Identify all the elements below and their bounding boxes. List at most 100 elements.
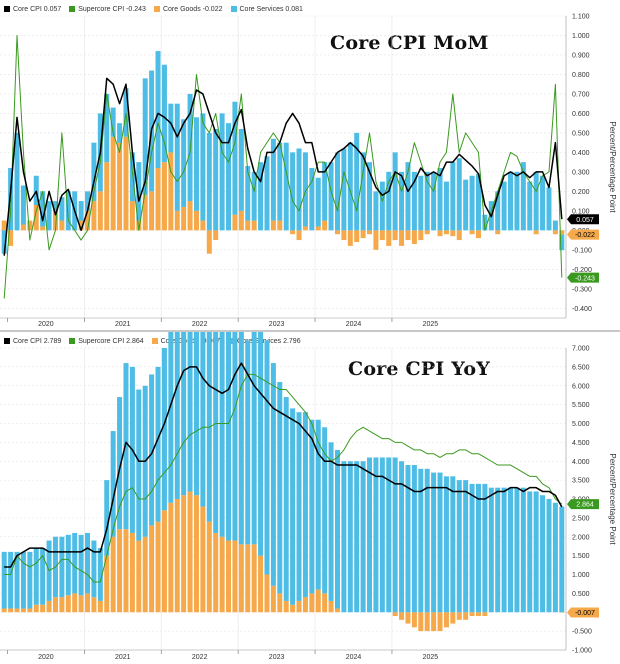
yoy-bar-core-services [450, 476, 456, 613]
yoy-bar-core-services [136, 389, 142, 541]
yoy-bar-core-goods [174, 499, 180, 613]
yoy-bar-core-services [302, 412, 308, 598]
yoy-bar-core-services [411, 465, 417, 613]
mom-bar-core-services [367, 162, 373, 231]
mom-bar-core-services [110, 107, 116, 137]
mom-bar-core-services [238, 129, 244, 211]
mom-bar-core-services [270, 138, 276, 221]
yoy-chart-svg: 7.000 6.500 6.000 5.500 5.000 4.500 4.000 3.500… [0, 332, 617, 661]
mom-bar-core-goods [386, 230, 392, 246]
yoy-bar-core-goods [161, 510, 167, 613]
mom-bar-core-goods [85, 210, 91, 231]
mom-bar-core-goods [277, 220, 283, 231]
yoy-bar-core-services [91, 540, 97, 598]
mom-bar-core-goods [52, 210, 58, 231]
mom-bar-core-goods [142, 195, 148, 231]
mom-bar-core-services [475, 173, 481, 231]
yoy-bar-core-goods [149, 525, 155, 613]
yoy-bar-core-services [110, 431, 116, 537]
end-label-text: -0.007 [575, 610, 595, 617]
yoy-ytick-label: 1.000 [572, 572, 590, 579]
mom-bar-core-services [251, 171, 257, 221]
yoy-bar-core-goods [85, 593, 91, 613]
yoy-bar-core-goods [424, 612, 430, 632]
mom-bar-core-goods [245, 220, 251, 231]
yoy-bar-core-goods [97, 600, 103, 613]
yoy-bar-core-goods [187, 491, 193, 613]
mom-bar-core-goods [232, 214, 238, 231]
yoy-bar-core-goods [14, 608, 20, 613]
mom-bar-core-services [168, 103, 174, 153]
yoy-legend-core-cpi: Core CPI 2.789 [4, 338, 61, 345]
yoy-ytick-label: 0.500 [572, 591, 590, 598]
yoy-bar-core-goods [309, 593, 315, 613]
mom-bar-core-services [315, 177, 321, 227]
yoy-bar-core-services [200, 332, 206, 507]
yoy-bar-core-services [540, 495, 546, 613]
yoy-bar-core-goods [469, 612, 475, 617]
mom-bar-core-goods [33, 204, 39, 231]
mom-year-label: 2020 [38, 321, 54, 328]
mom-bar-core-services [142, 78, 148, 196]
yoy-bar-core-services [72, 532, 78, 594]
yoy-bar-core-services [520, 487, 526, 613]
yoy-bar-core-goods [437, 612, 443, 632]
yoy-bar-core-goods [431, 612, 437, 632]
yoy-bar-core-services [213, 332, 219, 533]
yoy-bar-core-goods [399, 612, 405, 620]
legend-swatch [4, 338, 10, 344]
legend-swatch [228, 338, 235, 344]
yoy-bar-core-goods [117, 529, 123, 613]
yoy-bar-core-services [149, 374, 155, 526]
mom-ytick-label: -0.300 [572, 286, 592, 293]
yoy-bar-core-services [174, 332, 180, 499]
mom-ytick-label: -0.100 [572, 247, 592, 254]
mom-bar-core-goods [424, 230, 430, 235]
legend-swatch [230, 6, 237, 12]
legend-label: Core CPI 2.789 [13, 337, 62, 345]
mom-bar-core-services [33, 175, 39, 205]
yoy-bar-core-goods [193, 495, 199, 613]
yoy-bar-core-services [219, 332, 225, 537]
mom-bar-core-goods [360, 230, 366, 239]
mom-legend-core-services: Core Services 0.081 [230, 6, 303, 13]
mom-bar-core-services [379, 181, 385, 231]
mom-bar-core-services [264, 156, 270, 231]
mom-ytick-label: 0.300 [572, 169, 590, 176]
mom-bar-core-goods [110, 136, 116, 231]
yoy-bar-core-services [8, 551, 14, 609]
legend-label: Supercore CPI -0.243 [78, 5, 146, 13]
yoy-bar-core-goods [27, 608, 33, 613]
yoy-bar-core-goods [264, 574, 270, 613]
mom-bar-core-services [334, 152, 340, 231]
yoy-bar-core-services [392, 457, 398, 613]
mom-bar-core-goods [200, 220, 206, 231]
yoy-bar-core-services [418, 468, 424, 613]
mom-bar-core-goods [354, 230, 360, 243]
mom-bar-core-goods [181, 206, 187, 231]
mom-bar-core-goods [123, 136, 129, 231]
yoy-bar-core-goods [482, 612, 488, 617]
mom-bar-core-goods [91, 201, 97, 231]
legend-swatch [4, 6, 10, 12]
mom-bar-core-goods [296, 230, 302, 241]
yoy-bar-core-goods [450, 612, 456, 624]
mom-bar-core-goods [495, 230, 501, 235]
mom-bar-core-services [424, 171, 430, 231]
yoy-bar-core-services [559, 506, 565, 613]
mom-bar-core-goods [373, 230, 379, 250]
mom-bar-core-services [508, 171, 514, 231]
yoy-bar-core-services [97, 548, 103, 601]
yoy-bar-core-services [290, 408, 296, 605]
yoy-bar-core-services [238, 332, 244, 545]
mom-bar-core-goods [367, 230, 373, 235]
mom-bar-core-services [463, 179, 469, 231]
mom-bar-core-services [437, 167, 443, 231]
yoy-bar-core-goods [322, 593, 328, 613]
yoy-year-label: 2024 [346, 654, 362, 661]
yoy-bar-core-services [27, 551, 33, 609]
yoy-bar-core-services [104, 480, 110, 556]
mom-bar-core-goods [347, 230, 353, 246]
yoy-bar-core-goods [65, 595, 71, 613]
